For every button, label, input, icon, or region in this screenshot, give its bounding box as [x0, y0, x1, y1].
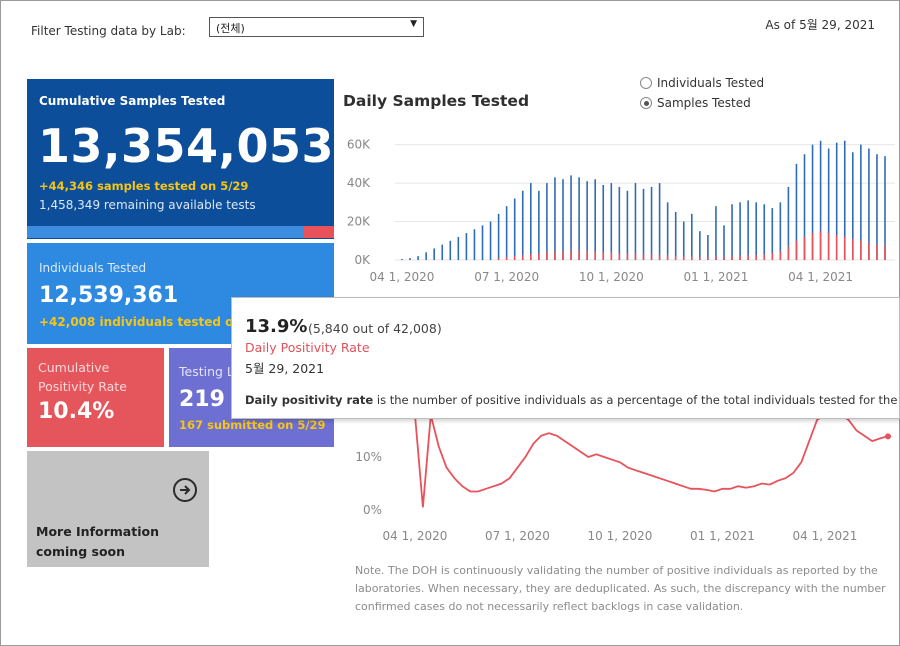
- arrow-right-circle-icon[interactable]: [173, 478, 197, 502]
- samples-added-today: +44,346 samples tested on 5/29: [39, 179, 249, 193]
- tooltip-description-text: is the number of positive individuals as…: [373, 393, 900, 407]
- footnote-line: laboratories. When necessary, they are d…: [355, 582, 886, 595]
- lab-filter-value: (전체): [216, 22, 245, 35]
- footnote-line: confirmed cases do not necessarily refle…: [355, 600, 744, 613]
- y-tick-label: 20K: [347, 215, 371, 229]
- labs-submitted-today: 167 submitted on 5/29: [179, 418, 326, 432]
- y-tick-label: 0%: [363, 503, 382, 517]
- cumulative-positivity-title: Cumulative Positivity Rate: [38, 360, 127, 394]
- cumulative-samples-value: 13,354,053: [38, 119, 335, 173]
- positivity-tooltip: 13.9% (5,840 out of 42,008) Daily Positi…: [231, 297, 900, 419]
- tooltip-description: Daily positivity rate is the number of p…: [245, 393, 900, 407]
- radio-button-icon[interactable]: [640, 97, 652, 109]
- cumulative-samples-card: Cumulative Samples Tested 13,354,053 +44…: [27, 79, 334, 239]
- x-tick-label: 10 1, 2020: [588, 529, 653, 543]
- cumulative-positivity-value: 10.4%: [38, 399, 115, 424]
- tooltip-description-term: Daily positivity rate: [245, 393, 374, 407]
- tooltip-positivity-value: 13.9%: [245, 316, 308, 337]
- radio-button-icon[interactable]: [640, 77, 652, 89]
- cumulative-samples-title: Cumulative Samples Tested: [39, 94, 226, 108]
- tests-remaining-bar: [303, 226, 334, 238]
- more-information-card[interactable]: More Information coming soon: [27, 451, 209, 567]
- x-tick-label: 04 1, 2020: [370, 270, 435, 284]
- daily-samples-chart-title: Daily Samples Tested: [343, 92, 530, 110]
- individuals-tested-title: Individuals Tested: [39, 261, 147, 275]
- daily-samples-bar-chart[interactable]: 0K 20K 40K 60K 04 1, 2020 07 1, 2020 10 1, 202…: [340, 125, 895, 290]
- y-tick-label: 10%: [355, 450, 382, 464]
- radio-individuals-tested[interactable]: Individuals Tested: [640, 74, 764, 94]
- lab-filter-dropdown[interactable]: (전체) ▼: [209, 17, 424, 37]
- x-tick-label: 07 1, 2020: [485, 529, 550, 543]
- remaining-tests: 1,458,349 remaining available tests: [39, 198, 256, 212]
- y-tick-label: 0K: [354, 253, 371, 267]
- footnote: Note. The DOH is continuously validating…: [355, 562, 895, 616]
- filter-label: Filter Testing data by Lab:: [31, 24, 186, 38]
- positivity-marker: [885, 433, 891, 440]
- footnote-line: Note. The DOH is continuously validating…: [355, 564, 878, 577]
- y-tick-label: 60K: [347, 138, 371, 152]
- tooltip-metric-label: Daily Positivity Rate: [245, 340, 370, 355]
- x-tick-label: 04 1, 2020: [383, 529, 448, 543]
- tooltip-date: 5월 29, 2021: [245, 361, 325, 376]
- individuals-added-today: +42,008 individuals tested on: [39, 315, 242, 329]
- x-tick-label: 04 1, 2021: [792, 529, 857, 543]
- x-tick-label: 04 1, 2021: [788, 270, 853, 284]
- radio-label: Samples Tested: [657, 96, 751, 110]
- x-tick-label: 01 1, 2021: [684, 270, 749, 284]
- x-tick-label: 07 1, 2020: [474, 270, 539, 284]
- radio-label: Individuals Tested: [657, 76, 765, 90]
- y-tick-label: 40K: [347, 176, 371, 190]
- dropdown-caret-icon: ▼: [410, 19, 417, 29]
- radio-samples-tested[interactable]: Samples Tested: [640, 94, 764, 114]
- measure-radio-group: Individuals Tested Samples Tested: [640, 74, 764, 114]
- testing-labs-title: Testing L: [179, 364, 234, 379]
- x-tick-label: 10 1, 2020: [579, 270, 644, 284]
- tooltip-positivity-detail: (5,840 out of 42,008): [308, 321, 442, 336]
- daily-positivity-line-chart[interactable]: 0% 10% 04 1, 2020 07 1, 2020 10 1, 2020 01 1,…: [340, 415, 895, 550]
- tests-used-bar: [27, 226, 304, 238]
- more-information-text: More Information coming soon: [36, 524, 159, 559]
- as-of-date: As of 5월 29, 2021: [765, 18, 875, 32]
- cumulative-positivity-card: Cumulative Positivity Rate 10.4%: [27, 348, 164, 447]
- individuals-tested-value: 12,539,361: [39, 283, 179, 308]
- positivity-line: [414, 415, 889, 508]
- testing-labs-value: 219: [179, 387, 225, 412]
- x-tick-label: 01 1, 2021: [690, 529, 755, 543]
